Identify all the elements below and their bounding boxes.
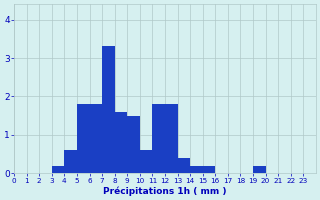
Bar — [178, 158, 190, 173]
Bar — [52, 166, 64, 173]
Bar — [140, 150, 152, 173]
Bar — [165, 104, 178, 173]
Bar — [253, 166, 266, 173]
X-axis label: Précipitations 1h ( mm ): Précipitations 1h ( mm ) — [103, 186, 227, 196]
Bar — [203, 166, 215, 173]
Bar — [127, 116, 140, 173]
Bar — [64, 150, 77, 173]
Bar — [77, 104, 90, 173]
Bar — [152, 104, 165, 173]
Bar — [115, 112, 127, 173]
Bar — [90, 104, 102, 173]
Bar — [190, 166, 203, 173]
Bar — [102, 46, 115, 173]
